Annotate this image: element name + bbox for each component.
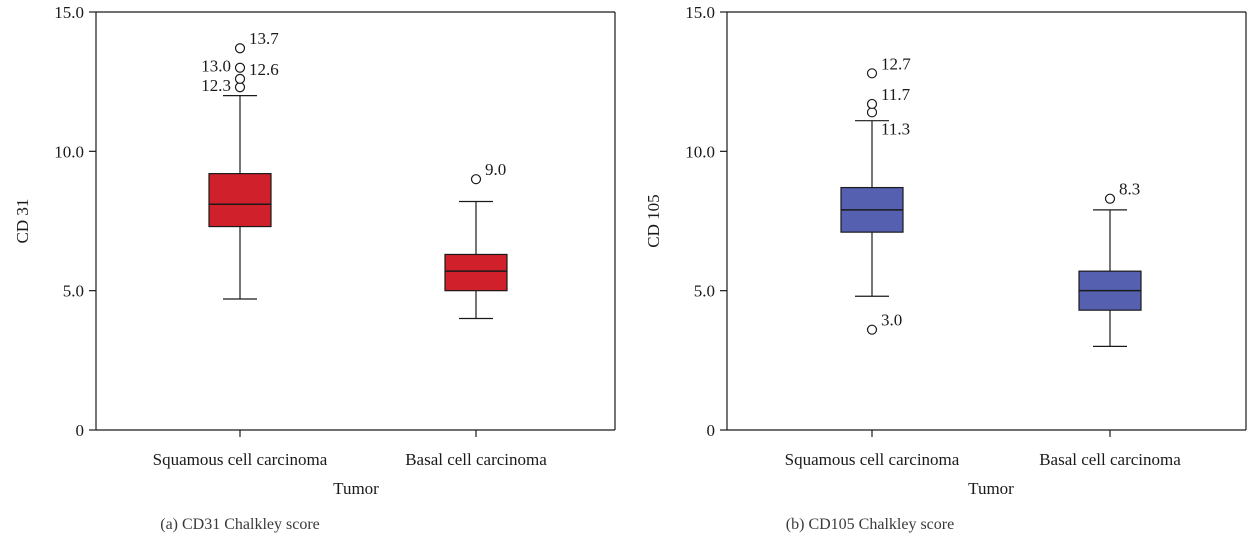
outlier-label: 11.3 (881, 119, 910, 138)
y-tick-label: 10.0 (685, 142, 715, 161)
x-category-label: Basal cell carcinoma (405, 450, 547, 469)
outlier-point (234, 62, 246, 73)
box-plot: 9.0 (444, 160, 508, 320)
panel-caption: (a) CD31 Chalkley score (160, 516, 320, 533)
y-tick-label: 15.0 (54, 3, 84, 22)
y-tick-label: 0 (76, 421, 85, 440)
y-axis-label: CD 31 (13, 199, 32, 244)
y-ticks: 0 5.0 10.0 15.0 (685, 3, 727, 440)
outlier-label: 11.7 (881, 85, 911, 104)
box-plot: 3.0 11.3 11.7 12.7 (840, 54, 911, 335)
outlier-point (866, 107, 878, 118)
outlier-label: 9.0 (485, 160, 506, 179)
panel-b-cd105: 0 5.0 10.0 15.0 3.0 11.3 11.7 12.7 8.3 Squamous… (644, 3, 1247, 533)
outlier-label: 8.3 (1119, 180, 1140, 199)
outlier-point (234, 73, 246, 84)
outlier-label: 13.7 (249, 29, 279, 48)
y-tick-label: 15.0 (685, 3, 715, 22)
outlier-point (866, 98, 878, 110)
y-tick-label: 0 (707, 421, 716, 440)
y-tick-label: 5.0 (63, 282, 84, 301)
panel-caption: (b) CD105 Chalkley score (786, 516, 954, 533)
outlier-label: 12.7 (881, 54, 911, 73)
x-axis-label: Tumor (968, 479, 1014, 498)
y-axis-label: CD 105 (644, 194, 663, 247)
outlier-label: 12.6 (249, 60, 279, 79)
x-axis-label: Tumor (333, 479, 379, 498)
outlier-label: 12.3 (201, 76, 231, 95)
outlier-label: 3.0 (881, 311, 902, 330)
x-category-label: Squamous cell carcinoma (785, 450, 960, 469)
box-plot: 12.3 12.6 13.0 13.7 (201, 29, 279, 300)
x-categories: Squamous cell carcinoma Basal cell carcin… (153, 430, 547, 469)
iqr-box (444, 253, 508, 292)
outlier-point (234, 82, 246, 93)
y-ticks: 0 5.0 10.0 15.0 (54, 3, 96, 440)
outlier-point (470, 174, 482, 185)
boxes: 3.0 11.3 11.7 12.7 8.3 (840, 54, 1142, 347)
y-tick-label: 5.0 (694, 282, 715, 301)
outlier-point (866, 324, 878, 335)
outlier-point (1104, 193, 1116, 204)
outlier-point (234, 43, 246, 54)
x-category-label: Squamous cell carcinoma (153, 450, 328, 469)
y-tick-label: 10.0 (54, 142, 84, 161)
x-categories: Squamous cell carcinoma Basal cell carcin… (785, 430, 1181, 469)
outlier-point (866, 68, 878, 79)
iqr-box (208, 173, 272, 228)
outlier-label: 13.0 (201, 57, 231, 76)
panel-a-cd31: 0 5.0 10.0 15.0 12.3 12.6 13.0 13.7 9.0 Squamou… (13, 3, 616, 533)
boxes: 12.3 12.6 13.0 13.7 9.0 (201, 29, 508, 320)
x-category-label: Basal cell carcinoma (1039, 450, 1181, 469)
box-plot: 8.3 (1078, 180, 1142, 347)
